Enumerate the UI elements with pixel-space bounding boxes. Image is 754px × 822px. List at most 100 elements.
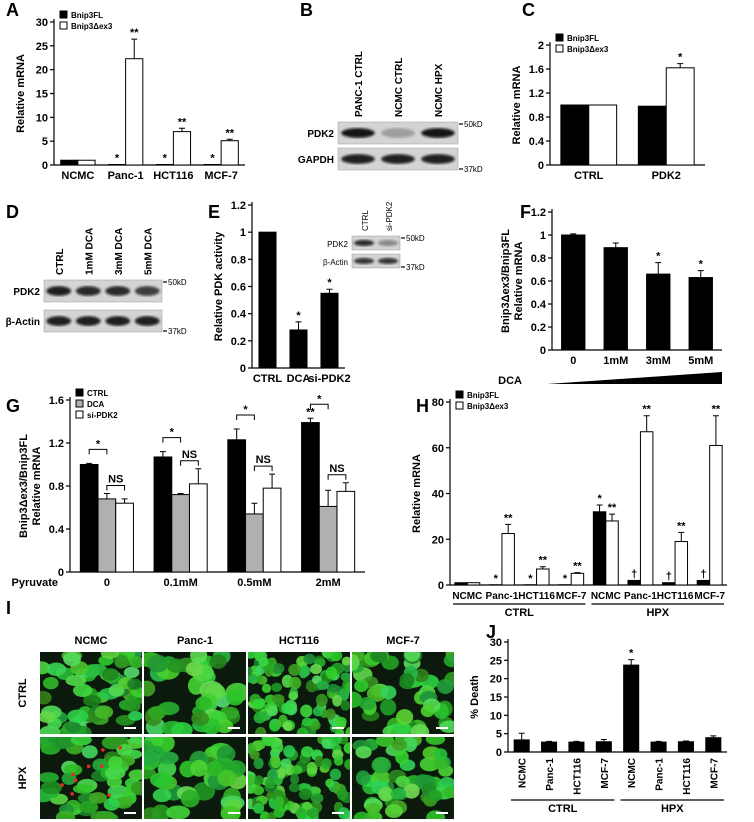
significance-label: * [656,251,661,263]
cell [101,668,119,681]
cell [325,708,336,720]
row-label: β-Actin [6,317,40,328]
lane-label: 1mM DCA [84,228,95,275]
y-tick-label: 0 [42,160,48,172]
y-tick-label: 20 [490,674,502,686]
y-axis-label: Relative mRNA [513,242,525,321]
significance-label: * [678,52,683,64]
error-bar [546,740,553,743]
cell [70,737,92,746]
x-tick-label: MCF-7 [204,170,238,182]
error-bar [574,572,581,574]
x-tick-label: HCT116 [153,170,193,182]
cell [395,775,410,788]
lane-label: NCMC CTRL [394,58,405,117]
bar [513,739,530,753]
error-bar [326,288,333,294]
bar [115,502,134,573]
cell [402,737,418,752]
significance-label: ** [677,520,686,532]
bar [79,464,99,573]
error-bar [628,659,635,666]
x-tick-label: 2mM [316,577,341,589]
cell [410,724,430,734]
cell [285,764,295,776]
x-tick-label: CTRL [574,170,604,182]
cell [329,768,342,781]
bar [77,159,96,166]
y-tick-label: 1.2 [49,438,64,450]
cell [52,737,71,750]
micrograph [144,652,246,734]
bar [125,58,144,166]
cell [150,772,174,788]
column-label: NCMC [75,635,108,647]
error-bar [131,38,138,59]
cell [63,652,81,667]
error-bar [600,739,607,742]
blot-strip [351,235,401,251]
bar [172,131,192,166]
x-tick-label: Panc-1 [624,591,657,602]
bar [646,273,671,351]
group-label: HPX [661,803,684,815]
bar [220,140,239,166]
cell [253,757,264,770]
lane-label: si-PDK2 [385,201,394,231]
blot-strip [43,309,163,333]
cell [79,801,99,814]
bar [592,511,607,586]
cell [390,787,407,800]
cell [129,737,142,745]
cell [392,722,412,734]
cell [370,652,388,663]
cell [171,722,193,734]
legend-label: CTRL [87,389,108,398]
x-tick-label: DCA [287,373,311,385]
significance-label: * [597,493,602,505]
bar [60,159,79,166]
cell [248,774,256,786]
significance-label: * [629,648,634,660]
significance-label: ** [712,404,721,416]
x-tick-label: 0.5mM [237,577,271,589]
bar [623,664,640,753]
bar [153,456,173,573]
micrograph [352,652,454,734]
bracket-label: * [243,404,248,416]
cell [166,805,191,819]
row-label: PDK2 [327,240,348,249]
y-tick-label: 30 [490,637,502,649]
cell [128,656,142,669]
cell [355,770,371,786]
significance-label: * [494,573,499,585]
y-tick-label: 1.6 [49,395,64,407]
error-bar [712,415,719,446]
y-tick-label: 25 [490,655,502,667]
micrograph [40,737,142,819]
significance-label: † [700,568,706,580]
blot-band [46,286,72,296]
significance-label: ** [178,116,187,128]
cell [439,720,454,733]
marker-label: 37kD [168,327,187,336]
cell [333,756,344,766]
blot-strip [43,279,163,303]
cell [248,673,258,684]
cell [209,654,227,669]
cell [125,699,141,713]
cell [281,702,292,715]
error-bar [178,127,185,132]
significance-label: * [563,573,568,585]
column-label: Panc-1 [177,635,213,647]
legend-label: Bnip3Δex3 [71,22,113,31]
y-tick-label: 0.4 [49,524,65,536]
bar [227,439,247,573]
legend-swatch [555,33,564,42]
bar [588,104,618,166]
cell [404,652,421,662]
error-bar [612,242,619,248]
y-axis-label: Bnip3Δex3/Bnip3FL [18,434,30,538]
bar [301,422,320,573]
x-tick-label: HCT116 [518,591,555,602]
